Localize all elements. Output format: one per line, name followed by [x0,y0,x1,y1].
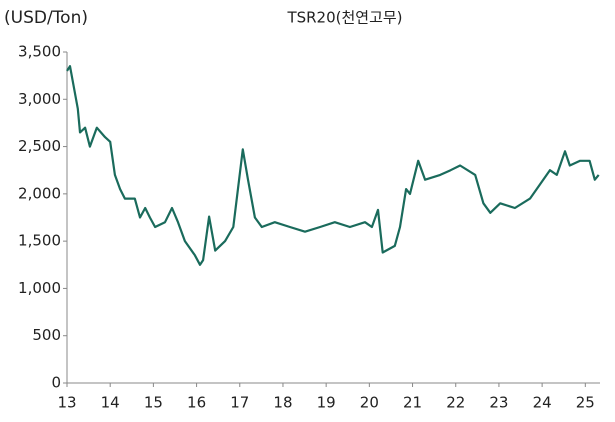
x-tick-label: 20 [360,394,379,412]
x-tick-label: 15 [144,394,163,412]
y-tick-label: 3,000 [18,90,61,108]
y-axis-label: (USD/Ton) [4,8,88,28]
y-tick-label: 2,500 [18,137,61,155]
x-tick-label: 16 [187,394,206,412]
x-tick-label: 22 [446,394,465,412]
chart-title: TSR20(천연고무) [286,9,402,27]
x-tick-label: 21 [403,394,422,412]
line-series [66,65,600,266]
x-tick-label: 13 [57,394,76,412]
x-tick-label: 25 [576,394,595,412]
x-tick-label: 17 [230,394,249,412]
x-tick-label: 18 [273,394,292,412]
y-tick-label: 1,500 [18,232,61,250]
y-tick-label: 3,500 [18,43,61,61]
y-tick-label: 500 [32,326,61,344]
y-tick-label: 2,000 [18,184,61,202]
y-tick-label: 0 [51,374,61,392]
x-tick-label: 24 [533,394,552,412]
x-tick-label: 19 [317,394,336,412]
x-tick-label: 14 [101,394,120,412]
x-tick-label: 23 [489,394,508,412]
y-tick-label: 1,000 [18,279,61,297]
